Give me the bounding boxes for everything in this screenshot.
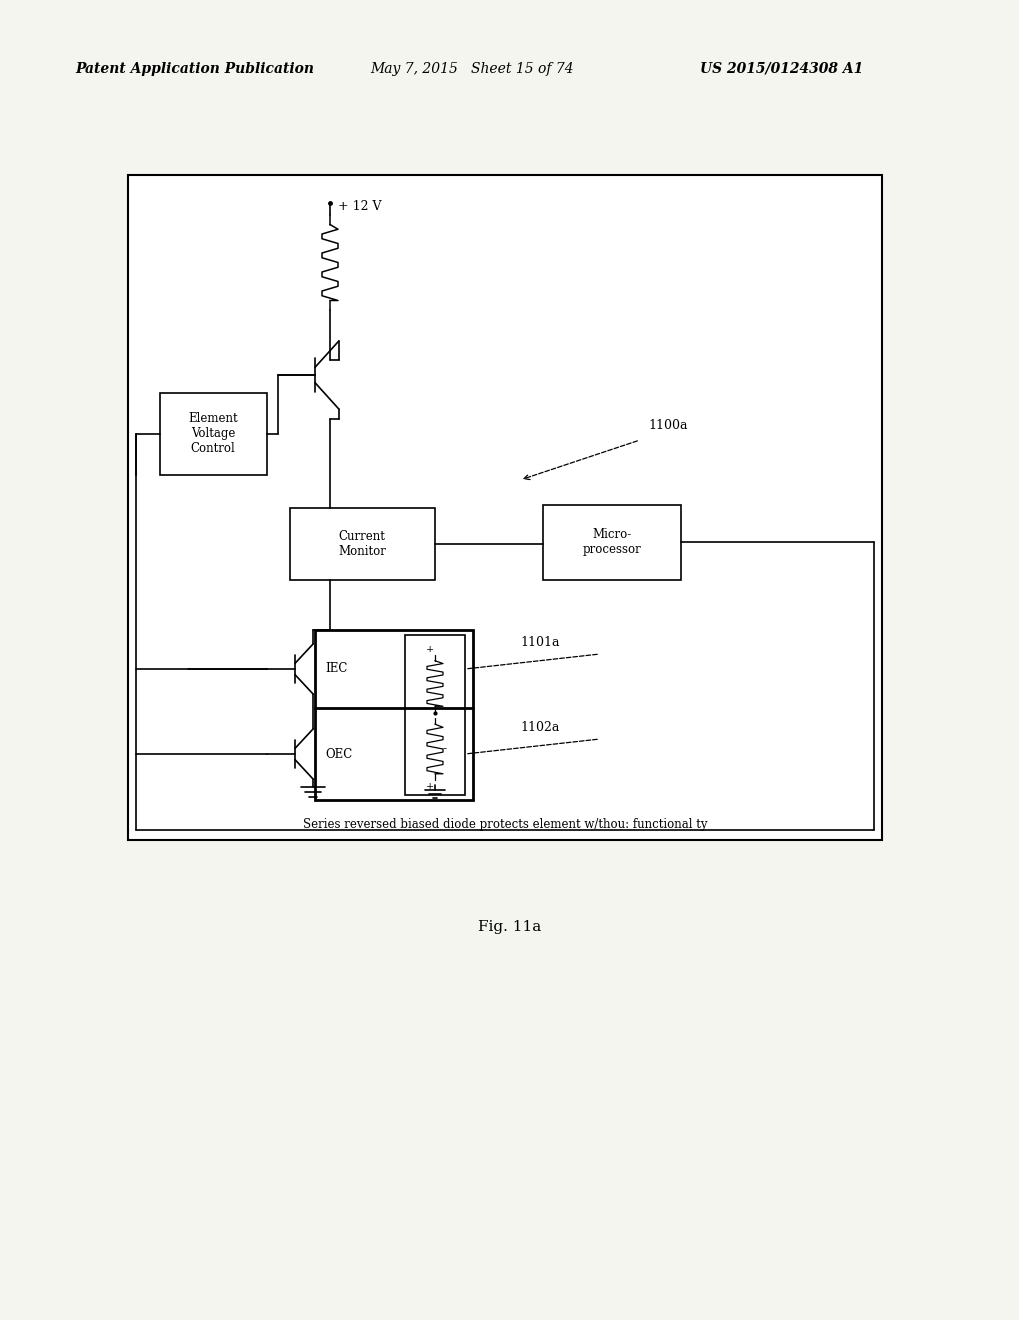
Text: 1101a: 1101a [520,636,559,649]
Bar [289,508,434,579]
Text: +: + [426,645,434,653]
Text: 1102a: 1102a [520,721,558,734]
Text: Element
Voltage
Control: Element Voltage Control [187,412,237,455]
Text: + 12 V: + 12 V [337,201,381,213]
Bar [127,176,881,840]
Text: May 7, 2015   Sheet 15 of 74: May 7, 2015 Sheet 15 of 74 [370,62,573,77]
Bar [542,506,681,579]
Text: Patent Application Publication: Patent Application Publication [75,62,314,77]
Text: IEC: IEC [325,663,347,676]
Text: OEC: OEC [325,747,352,760]
Text: +: + [426,781,434,791]
Text: US 2015/0124308 A1: US 2015/0124308 A1 [699,62,862,77]
Text: -: - [442,742,446,755]
Bar [315,630,473,800]
Bar [405,635,465,795]
Text: Micro-
processor: Micro- processor [582,528,641,556]
Text: 1100a: 1100a [647,418,687,432]
Text: Current
Monitor: Current Monitor [337,531,385,558]
Text: Series reversed biased diode protects element w/thou: functional ty: Series reversed biased diode protects el… [303,818,706,832]
Bar [160,393,267,475]
Text: Fig. 11a: Fig. 11a [478,920,541,935]
